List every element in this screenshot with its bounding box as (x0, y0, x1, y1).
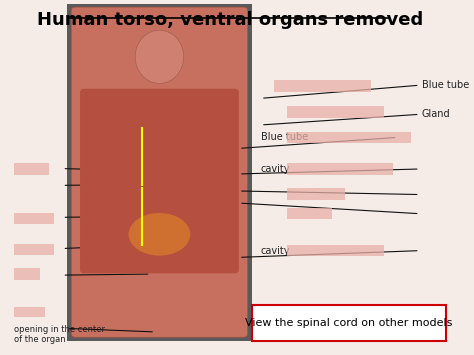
Text: Human torso, ventral organs removed: Human torso, ventral organs removed (37, 11, 423, 29)
Bar (287, 106, 384, 118)
Bar (14, 268, 40, 280)
Text: Gland: Gland (422, 109, 451, 119)
Bar (252, 305, 446, 341)
Bar (287, 245, 384, 256)
Bar (67, 4, 252, 341)
Bar (14, 213, 54, 224)
Bar (14, 163, 49, 175)
Bar (14, 244, 54, 255)
Bar (274, 80, 371, 92)
Text: Blue tube: Blue tube (422, 80, 469, 90)
FancyBboxPatch shape (80, 89, 239, 273)
Bar (287, 132, 411, 143)
Text: cavity: cavity (261, 246, 291, 256)
Text: opening in the center
of the organ: opening in the center of the organ (14, 325, 105, 344)
Ellipse shape (135, 30, 184, 83)
Text: Blue tube: Blue tube (261, 132, 308, 142)
Bar (287, 188, 345, 200)
Text: View the spinal cord on other models: View the spinal cord on other models (246, 318, 453, 328)
Bar (287, 163, 393, 175)
Bar (14, 307, 45, 317)
Ellipse shape (128, 213, 191, 256)
Bar (287, 208, 331, 219)
Text: cavity: cavity (261, 164, 291, 174)
FancyBboxPatch shape (71, 7, 248, 337)
